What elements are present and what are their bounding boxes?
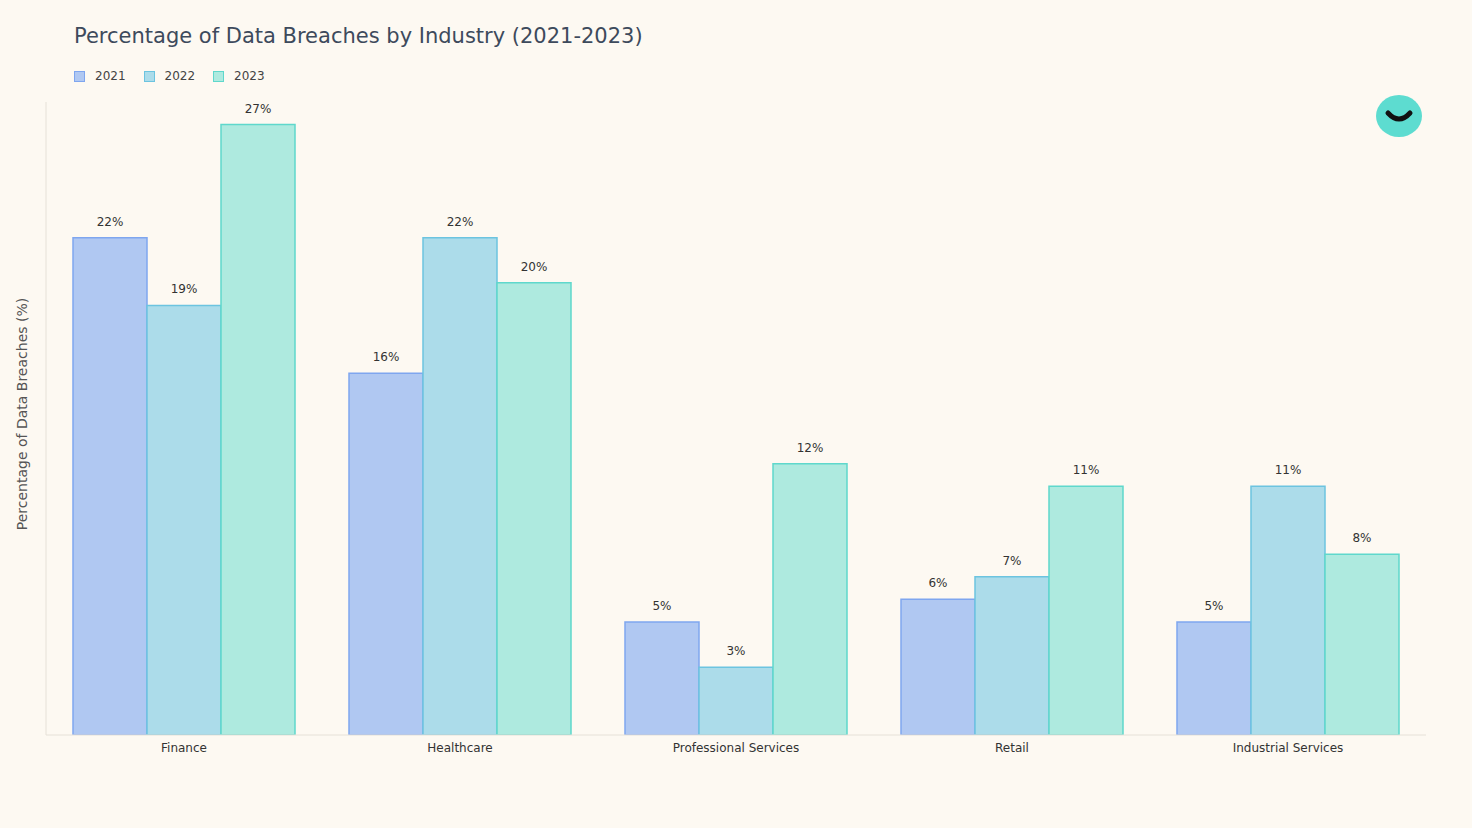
svg-text:Professional Services: Professional Services: [673, 741, 800, 755]
svg-text:20%: 20%: [521, 260, 548, 274]
svg-text:Industrial Services: Industrial Services: [1233, 741, 1344, 755]
svg-text:8%: 8%: [1352, 531, 1371, 545]
svg-text:Finance: Finance: [161, 741, 207, 755]
html-text:Percentage of Data Breaches by: Percentage of Data Breaches by Industry …: [74, 24, 643, 48]
svg-text:22%: 22%: [447, 215, 474, 229]
svg-text:27%: 27%: [245, 102, 272, 116]
html-text:2022: 2022: [164, 69, 196, 83]
svg-text:Healthcare: Healthcare: [427, 741, 492, 755]
svg-text:22%: 22%: [97, 215, 124, 229]
svg-text:6%: 6%: [928, 576, 947, 590]
svg-text:7%: 7%: [1002, 554, 1021, 568]
svg-text:5%: 5%: [652, 599, 671, 613]
svg-text:3%: 3%: [726, 644, 745, 658]
svg-text:Retail: Retail: [995, 741, 1029, 755]
html-text:2023: 2023: [234, 69, 265, 83]
svg-text:11%: 11%: [1073, 463, 1100, 477]
svg-text:5%: 5%: [1204, 599, 1223, 613]
svg-text:11%: 11%: [1275, 463, 1302, 477]
svg-text:12%: 12%: [797, 441, 824, 455]
html-text:2021: 2021: [95, 69, 126, 83]
svg-text:16%: 16%: [373, 350, 400, 364]
svg-text:19%: 19%: [171, 282, 198, 296]
html-text:Percentage of Data Breaches (%: Percentage of Data Breaches (%): [14, 297, 30, 531]
